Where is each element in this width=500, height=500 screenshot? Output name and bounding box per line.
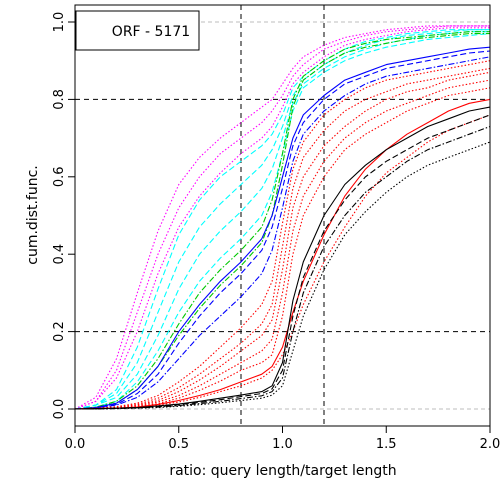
series-line [75,50,490,410]
y-axis: 0.0 0.2 0.4 0.6 0.8 1.0 [52,12,75,420]
series-line [75,71,490,410]
series-line [75,114,490,410]
y-axis-label: cum.dist.func. [25,165,41,265]
series-line [75,60,490,410]
y-tick-label: 0.8 [52,89,67,110]
x-axis: 0.0 0.5 1.0 1.5 2.0 [65,426,500,452]
y-tick-label: 0.6 [52,166,67,187]
series-line [75,29,490,410]
y-tick-label: 0.0 [52,399,67,420]
x-axis-label: ratio: query length/target length [169,463,396,479]
series-line [75,31,490,410]
series-line [75,31,490,410]
series-line [75,79,490,410]
series-line [75,29,490,410]
x-tick-label: 0.5 [168,437,189,452]
series-line [75,114,490,410]
series-line [75,33,490,410]
series-line [75,106,490,410]
series-line [75,67,490,410]
series-line [75,125,490,410]
y-tick-label: 1.0 [52,12,67,33]
series-lines [75,25,490,410]
series-line [75,56,490,410]
legend-box [75,10,200,51]
series-line [75,98,490,410]
series-line [75,46,490,410]
y-tick-label: 0.4 [52,244,67,265]
legend: ORF - 5171 [75,10,200,51]
y-tick-label: 0.2 [52,321,67,342]
series-line [75,25,490,410]
series-line [75,25,490,410]
x-tick-label: 0.0 [65,437,86,452]
x-tick-label: 1.5 [376,437,397,452]
series-line [75,27,490,410]
series-line [75,33,490,410]
x-tick-label: 2.0 [480,437,500,452]
series-line [75,141,490,410]
legend-text: ORF - 5171 [112,24,190,40]
x-tick-label: 1.0 [272,437,293,452]
